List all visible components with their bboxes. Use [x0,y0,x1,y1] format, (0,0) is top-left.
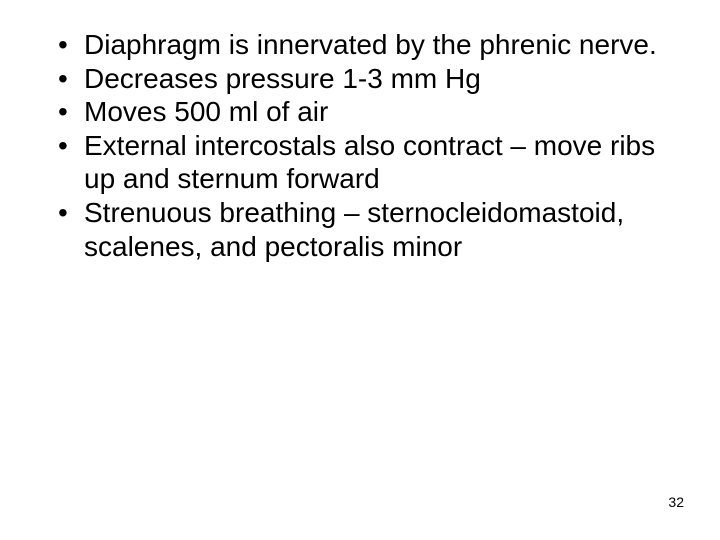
bullet-text: Moves 500 ml of air [84,96,328,127]
bullet-text: Diaphragm is innervated by the phrenic n… [84,29,657,60]
list-item: External intercostals also contract – mo… [56,129,664,196]
bullet-list: Diaphragm is innervated by the phrenic n… [56,28,664,263]
list-item: Diaphragm is innervated by the phrenic n… [56,28,664,62]
bullet-text: External intercostals also contract – mo… [84,130,655,195]
list-item: Strenuous breathing – sternocleidomastoi… [56,196,664,263]
list-item: Moves 500 ml of air [56,95,664,129]
list-item: Decreases pressure 1-3 mm Hg [56,62,664,96]
page-number: 32 [668,494,684,510]
slide: Diaphragm is innervated by the phrenic n… [0,0,720,540]
bullet-text: Strenuous breathing – sternocleidomastoi… [84,197,624,262]
bullet-text: Decreases pressure 1-3 mm Hg [84,63,481,94]
